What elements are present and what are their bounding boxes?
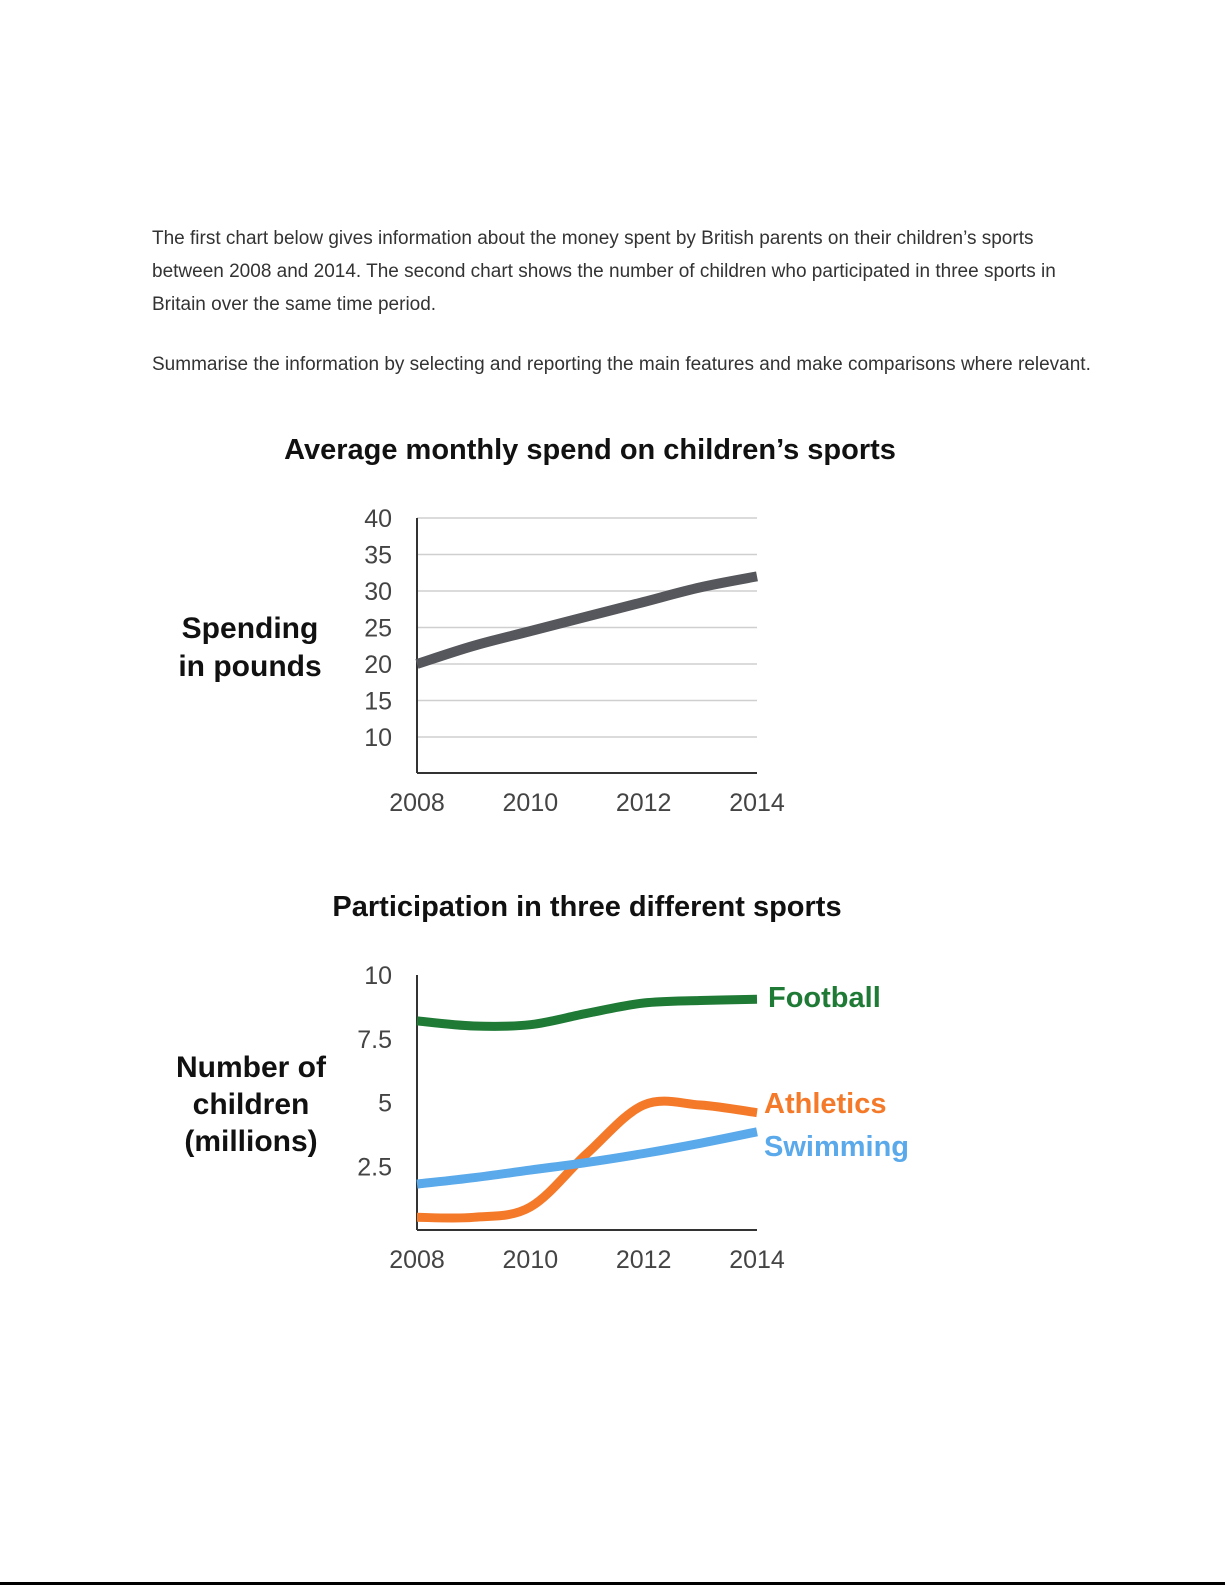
spending-chart: Average monthly spend on children’s spor… bbox=[178, 434, 896, 817]
participation-y-tick-label: 5 bbox=[378, 1090, 392, 1118]
athletics-series-label: Athletics bbox=[764, 1088, 886, 1120]
spending-y-label-line-2: in pounds bbox=[178, 650, 321, 683]
participation-x-tick-label: 2012 bbox=[616, 1246, 672, 1274]
spending-x-ticks: 2008 2010 2012 2014 bbox=[389, 789, 785, 817]
participation-y-tick-label: 7.5 bbox=[357, 1026, 392, 1054]
intro-paragraph-1: The first chart below gives information … bbox=[152, 228, 1056, 315]
spending-y-tick-label: 10 bbox=[364, 724, 392, 752]
intro-paragraph-2: Summarise the information by selecting a… bbox=[152, 354, 1091, 375]
participation-legend: Football Athletics Swimming bbox=[764, 982, 909, 1163]
spending-y-tick-label: 40 bbox=[364, 505, 392, 533]
spending-y-tick-label: 20 bbox=[364, 651, 392, 679]
spending-y-tick-label: 30 bbox=[364, 578, 392, 606]
spending-y-tick-label: 35 bbox=[364, 542, 392, 570]
spending-x-tick-label: 2012 bbox=[616, 789, 672, 817]
participation-y-tick-label: 10 bbox=[364, 962, 392, 990]
spending-y-tick-label: 25 bbox=[364, 615, 392, 643]
spending-y-ticks: 10 15 20 25 30 35 40 bbox=[364, 505, 392, 752]
task-instructions: The first chart below gives information … bbox=[152, 222, 1092, 381]
spending-x-tick-label: 2014 bbox=[729, 789, 785, 817]
spending-series-line bbox=[415, 571, 758, 669]
bottom-rule bbox=[0, 1582, 1225, 1585]
spending-chart-title: Average monthly spend on children’s spor… bbox=[284, 434, 896, 466]
participation-chart: Participation in three different sports … bbox=[176, 891, 909, 1274]
participation-y-ticks: 2.5 5 7.5 10 bbox=[357, 962, 392, 1181]
spending-x-tick-label: 2010 bbox=[503, 789, 559, 817]
participation-y-label-line-1: Number of bbox=[176, 1051, 327, 1084]
spending-y-label-line-1: Spending bbox=[182, 612, 319, 645]
football-series-line bbox=[416, 994, 758, 1031]
participation-x-tick-label: 2010 bbox=[503, 1246, 559, 1274]
participation-y-tick-label: 2.5 bbox=[357, 1153, 392, 1181]
spending-gridlines bbox=[417, 517, 757, 738]
participation-x-ticks: 2008 2010 2012 2014 bbox=[389, 1246, 785, 1274]
swimming-series-line bbox=[416, 1127, 758, 1189]
participation-series bbox=[416, 994, 758, 1223]
spending-x-tick-label: 2008 bbox=[389, 789, 445, 817]
participation-y-label-line-3: (millions) bbox=[184, 1125, 317, 1158]
athletics-series-line bbox=[416, 1096, 758, 1223]
spending-y-tick-label: 15 bbox=[364, 688, 392, 716]
participation-x-tick-label: 2008 bbox=[389, 1246, 445, 1274]
football-series-label: Football bbox=[768, 982, 881, 1014]
participation-y-label-line-2: children bbox=[193, 1088, 310, 1121]
spending-series bbox=[415, 571, 758, 669]
participation-x-tick-label: 2014 bbox=[729, 1246, 785, 1274]
participation-chart-title: Participation in three different sports bbox=[332, 891, 841, 923]
swimming-series-label: Swimming bbox=[764, 1131, 909, 1163]
